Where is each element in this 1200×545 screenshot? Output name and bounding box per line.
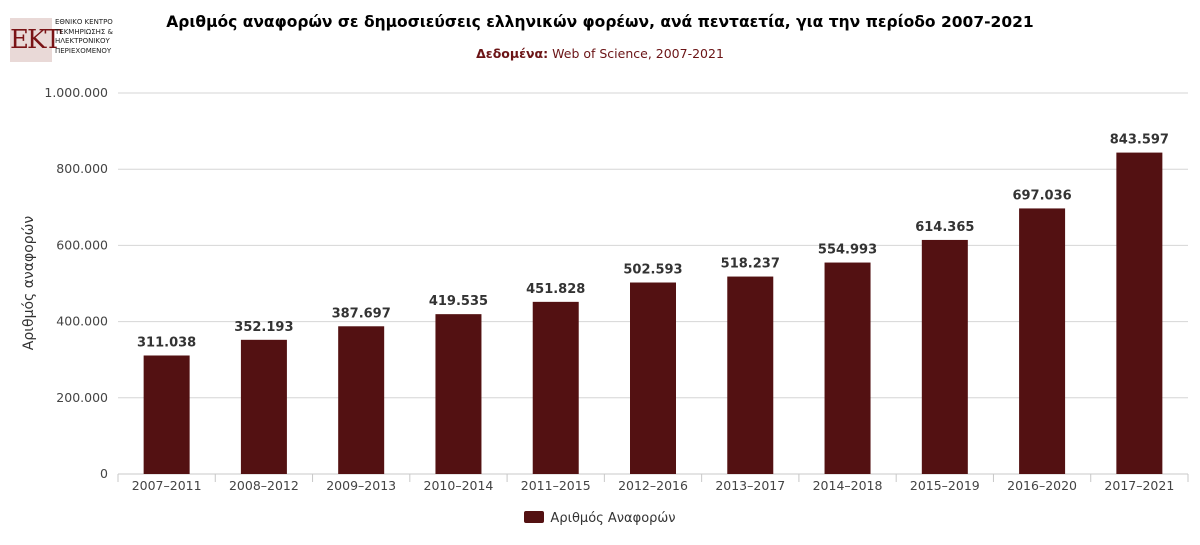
y-tick-label: 400.000 bbox=[56, 314, 108, 329]
bar[interactable] bbox=[143, 355, 190, 474]
ekt-logo: EKT ΕΘΝΙΚΟ ΚΕΝΤΡΟ ΤΕΚΜΗΡΙΩΣΗΣ & ΗΛΕΚΤΡΟΝ… bbox=[10, 16, 122, 66]
y-tick-label: 200.000 bbox=[56, 390, 108, 405]
x-tick-label: 2007–2011 bbox=[132, 478, 202, 493]
logo-line-4: ΠΕΡΙΕΧΟΜΕΝΟΥ bbox=[55, 46, 112, 55]
x-tick-label: 2014–2018 bbox=[813, 478, 883, 493]
y-tick-label: 600.000 bbox=[56, 237, 108, 252]
x-tick-label: 2011–2015 bbox=[521, 478, 591, 493]
bar[interactable] bbox=[532, 301, 579, 474]
x-tick-label: 2009–2013 bbox=[326, 478, 396, 493]
legend[interactable]: Αριθμός Αναφορών bbox=[0, 511, 1200, 526]
legend-swatch bbox=[524, 511, 545, 523]
x-tick-label: 2016–2020 bbox=[1007, 478, 1077, 493]
bar[interactable] bbox=[824, 262, 871, 474]
bar[interactable] bbox=[1019, 208, 1066, 474]
bar-data-label: 843.597 bbox=[1110, 133, 1169, 148]
logo-line-3: ΗΛΕΚΤΡΟΝΙΚΟΥ bbox=[55, 37, 110, 45]
bar-data-label: 451.828 bbox=[526, 282, 585, 297]
subtitle-value: Web of Science, 2007-2021 bbox=[552, 46, 724, 61]
y-tick-label: 800.000 bbox=[56, 161, 108, 176]
x-tick-label: 2017–2021 bbox=[1104, 478, 1174, 493]
bar-data-label: 518.237 bbox=[721, 257, 780, 272]
logo-line-2: ΤΕΚΜΗΡΙΩΣΗΣ & bbox=[55, 27, 114, 36]
bar[interactable] bbox=[240, 339, 287, 474]
bar[interactable] bbox=[435, 314, 482, 474]
y-tick-label: 1.000.000 bbox=[44, 85, 108, 100]
bars: 311.038 352.193 387.697 419.535 451.828 502.5… bbox=[137, 133, 1169, 474]
bar-data-label: 387.697 bbox=[332, 306, 391, 321]
bar-data-label: 502.593 bbox=[623, 263, 682, 278]
y-axis-ticks: 0 200.000 400.000 600.000 800.000 1.000.000 bbox=[44, 85, 108, 481]
ekt-logo-text: ΕΘΝΙΚΟ ΚΕΝΤΡΟ ΤΕΚΜΗΡΙΩΣΗΣ & ΗΛΕΚΤΡΟΝΙΚΟΥ… bbox=[55, 18, 130, 56]
x-tick-label: 2012–2016 bbox=[618, 478, 688, 493]
bar[interactable] bbox=[630, 282, 676, 474]
bar-data-label: 311.038 bbox=[137, 335, 196, 350]
bar-data-label: 614.365 bbox=[915, 220, 974, 235]
bar[interactable] bbox=[727, 276, 774, 474]
legend-label: Αριθμός Αναφορών bbox=[550, 511, 676, 526]
y-axis-label: Αριθμός αναφορών bbox=[21, 216, 37, 351]
y-tick-label: 0 bbox=[100, 466, 108, 481]
bar-data-label: 697.036 bbox=[1012, 188, 1071, 203]
x-tick-label: 2008–2012 bbox=[229, 478, 299, 493]
x-tick-label: 2015–2019 bbox=[910, 478, 980, 493]
logo-line-1: ΕΘΝΙΚΟ ΚΕΝΤΡΟ bbox=[55, 18, 113, 26]
subtitle-label: Δεδομένα: bbox=[476, 46, 549, 61]
x-tick-label: 2010–2014 bbox=[424, 478, 494, 493]
chart-title: Αριθμός αναφορών σε δημοσιεύσεις ελληνικ… bbox=[166, 13, 1034, 31]
chart-subtitle: Δεδομένα: Web of Science, 2007-2021 bbox=[0, 46, 1200, 61]
x-axis-ticks: 2007–2011 2008–2012 2009–2013 2010–2014 2011… bbox=[117, 474, 1189, 493]
x-tick-label: 2013–2017 bbox=[715, 478, 785, 493]
bar[interactable] bbox=[338, 326, 385, 474]
bar[interactable] bbox=[1116, 152, 1163, 474]
bar-data-label: 554.993 bbox=[818, 243, 877, 258]
bar-data-label: 419.535 bbox=[429, 294, 488, 309]
bar[interactable] bbox=[921, 239, 968, 474]
bar-data-label: 352.193 bbox=[234, 320, 293, 335]
